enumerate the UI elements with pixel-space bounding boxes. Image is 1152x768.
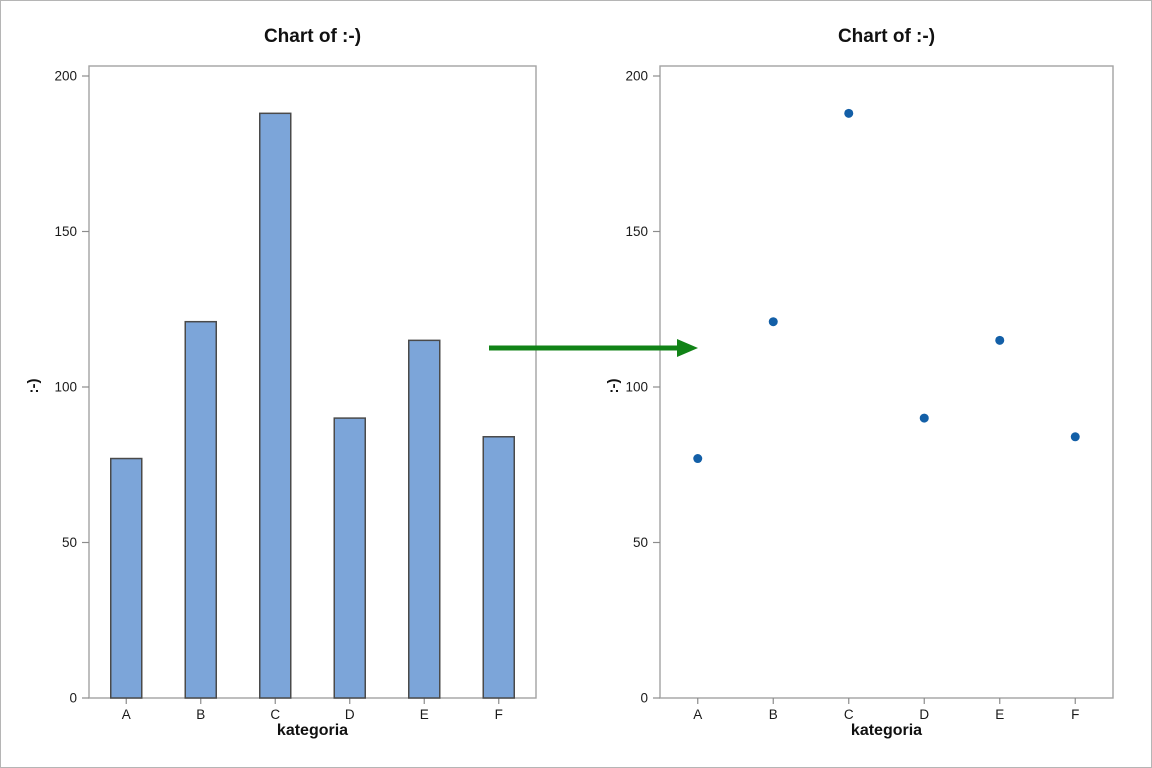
category-label: C [270,707,280,722]
y-tick-label: 100 [54,380,77,395]
y-tick-label: 200 [625,69,648,84]
bar-chart-y-axis-title: :-) [25,378,42,394]
point-B [768,317,778,327]
bar-D [333,417,366,699]
y-tick-label: 100 [625,380,648,395]
scatter-chart-title: Chart of :-) [837,26,936,47]
bar-B [184,320,217,699]
bar-chart-x-axis-title: kategoria [276,722,349,739]
y-tick-label: 200 [54,69,77,84]
y-tick-label: 0 [640,691,648,706]
category-label: A [122,707,131,722]
bar-A [110,457,143,699]
category-label: F [1071,707,1079,722]
category-label: B [196,707,205,722]
point-F [1070,432,1080,442]
category-label: C [844,707,854,722]
y-tick-label: 150 [625,224,648,239]
category-label: A [693,707,702,722]
plot-frame [659,65,1114,699]
bar-chart-title: Chart of :-) [263,26,362,47]
y-tick-label: 50 [633,535,648,550]
bar-E [408,339,441,699]
category-label: B [769,707,778,722]
right-arrow-icon [489,339,698,357]
scatter-chart-x-axis-title: kategoria [850,722,923,739]
category-label: D [919,707,929,722]
point-E [995,335,1005,345]
point-A [693,454,703,464]
y-tick-label: 0 [69,691,77,706]
bar-F [482,436,515,699]
plot-frame [88,65,537,699]
category-label: E [995,707,1004,722]
category-label: F [495,707,503,722]
y-tick-label: 50 [62,535,77,550]
scatter-chart-y-axis-title: :-) [605,378,622,394]
y-tick-label: 150 [54,224,77,239]
category-label: D [345,707,355,722]
point-C [844,108,854,118]
point-D [919,413,929,423]
bar-C [259,112,292,699]
category-label: E [420,707,429,722]
